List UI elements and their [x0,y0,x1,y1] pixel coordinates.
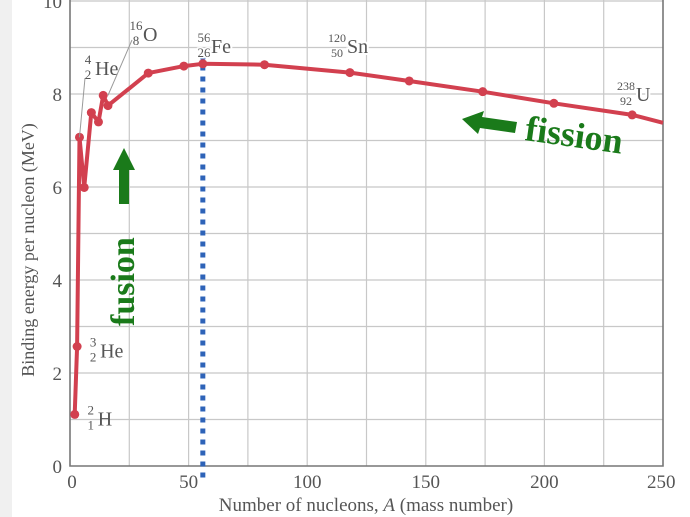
fission-text: fission [523,108,626,161]
data-point [72,341,82,351]
data-point [93,117,103,127]
y-tick-label: 6 [53,178,63,199]
leader-line [78,77,86,138]
data-point [627,110,637,120]
axes [69,0,664,467]
atomic-number: 1 [87,417,94,432]
nuclide-label-he-3: 32 He [90,334,124,364]
axis-frame [69,0,664,467]
element-symbol: Fe [211,36,231,58]
atomic-number: 26 [198,45,212,60]
fusion-text: fusion [105,237,142,326]
nuclide-label-he-4: 42 He [78,52,118,138]
atomic-number: 8 [133,33,140,48]
leader-line [107,39,133,96]
fission-label: fission [462,108,626,162]
atomic-number: 92 [620,94,632,108]
data-point [98,90,108,100]
y-tick-label: 0 [53,457,63,478]
left-margin-strip [0,0,12,517]
fusion-arrow-up-icon [113,148,135,204]
data-point [103,101,113,111]
atomic-number: 2 [85,67,92,82]
element-symbol: He [100,340,123,362]
x-tick-label: 150 [412,472,441,493]
data-point [549,98,559,108]
fusion-label: fusion [105,148,142,326]
element-symbol: O [143,24,157,46]
y-tick-label: 4 [53,271,63,292]
nuclide-label-o-16: 168 O [107,18,157,96]
element-symbol: H [98,408,112,430]
data-point [404,76,414,86]
data-point [198,59,208,69]
data-point [345,68,355,78]
y-tick-label: 10 [43,0,62,13]
y-axis-label: Binding energy per nucleon (MeV) [18,123,39,377]
data-point [70,409,80,419]
mass-number: 3 [90,334,97,349]
data-point [86,108,96,118]
binding-energy-curve [70,59,664,419]
y-tick-label: 8 [53,85,63,106]
mass-number: 238 [617,79,635,93]
nuclide-label-h-2: 21 H [87,402,112,432]
data-point [179,61,189,71]
fission-arrow-left-icon [462,111,517,134]
atomic-number: 2 [90,349,97,364]
atomic-number: 50 [331,46,343,60]
mass-number: 4 [85,52,92,67]
x-tick-label: 0 [67,472,77,493]
x-tick-label: 250 [647,472,676,493]
curve-line [72,61,664,415]
data-point [260,60,270,70]
element-symbol: U [636,84,651,106]
mass-number: 2 [87,402,94,417]
x-tick-label: 50 [179,472,198,493]
mass-number: 56 [198,30,212,45]
element-symbol: He [95,58,118,80]
grid-lines [70,0,663,466]
element-symbol: Sn [347,36,368,58]
data-point [143,68,153,78]
x-tick-label: 200 [530,472,559,493]
x-tick-label: 100 [293,472,322,493]
data-point [478,87,488,97]
mass-number: 16 [130,18,144,33]
data-point [79,182,89,192]
mass-number: 120 [328,31,346,45]
y-tick-label: 2 [53,364,63,385]
x-axis-label: Number of nucleons, A (mass number) [219,495,513,516]
